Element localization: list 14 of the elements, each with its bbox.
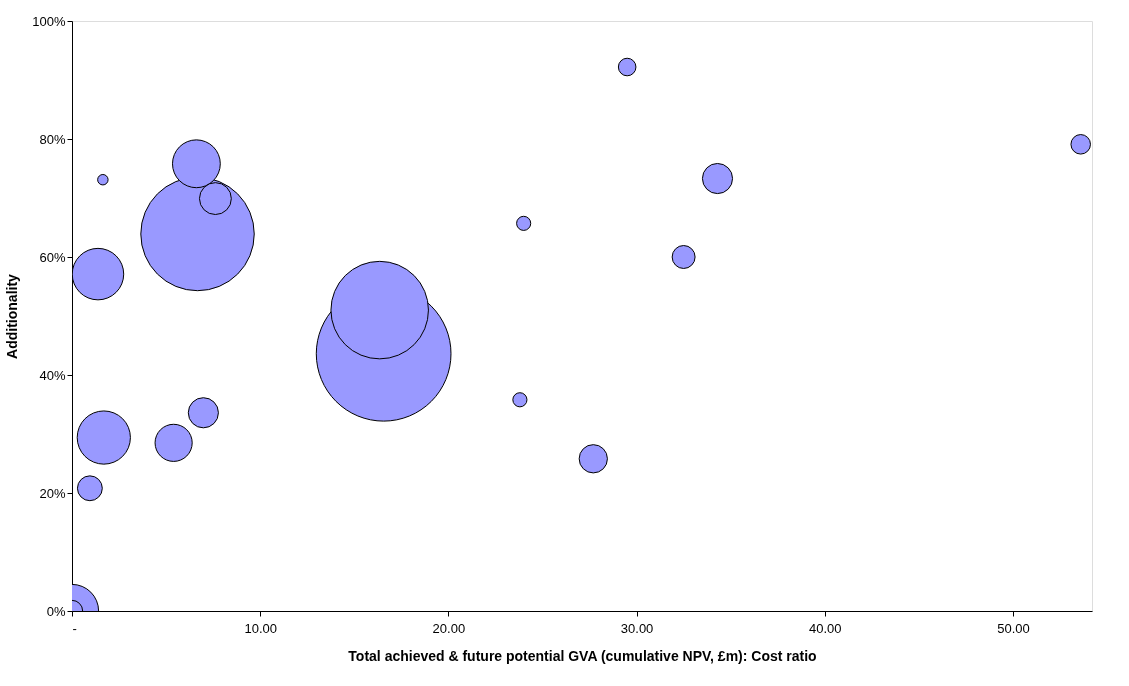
x-tick-label: 20.00: [432, 620, 466, 636]
y-tick-label: 60%: [39, 249, 66, 265]
x-tick-label: 30.00: [620, 620, 654, 636]
y-tick-label: 20%: [39, 485, 66, 501]
x-axis-title: Total achieved & future potential GVA (cumulative NPV, £m): Cost ratio: [348, 647, 817, 664]
y-axis-title: Additionality: [4, 273, 21, 359]
y-tick-label: 100%: [32, 13, 66, 29]
y-tick-label: 40%: [39, 367, 66, 383]
x-tick-label: 10.00: [244, 620, 277, 636]
x-tick-label: 40.00: [808, 620, 842, 636]
y-tick-label: 0%: [46, 603, 66, 619]
x-tick-label: 50.00: [997, 620, 1030, 636]
x-tick-label: -: [72, 620, 77, 636]
y-tick-label: 80%: [39, 131, 66, 147]
